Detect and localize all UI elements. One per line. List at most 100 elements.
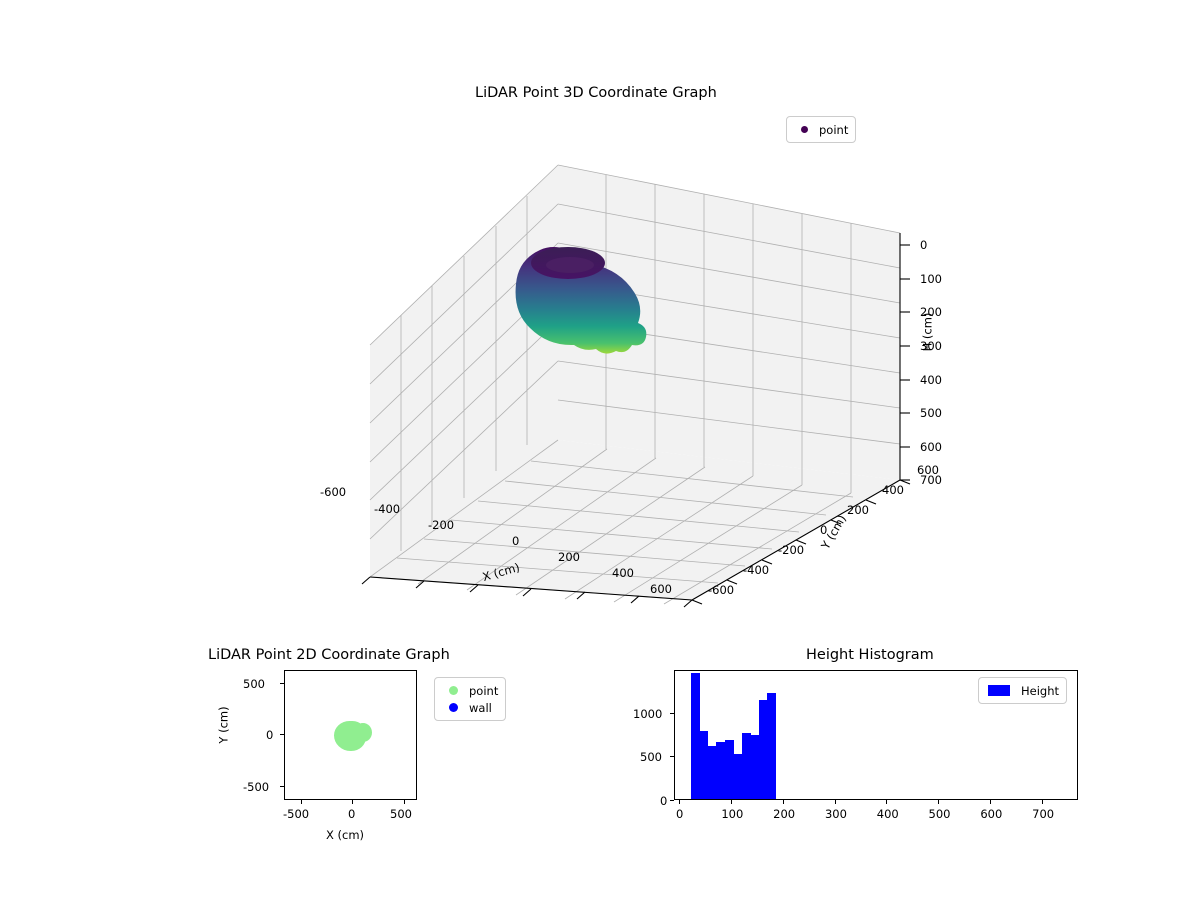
legend-label: point: [469, 683, 499, 698]
x-tick-mark-hist: [679, 800, 681, 804]
y-tick-mark-2d: [280, 786, 284, 787]
x-axis-ticks-3d: [361, 576, 693, 608]
y-tick-mark-hist: [670, 713, 674, 714]
y-tick-hist: 0: [660, 794, 668, 808]
z-tick-3d: 0: [920, 238, 928, 252]
axes-3d[interactable]: -600 -400 -200 0 200 400 600 -600 -400 -…: [300, 140, 960, 640]
y-axis-ticks-3d: [691, 479, 911, 605]
x-tick-3d: -200: [428, 518, 455, 532]
x-tick-2d: 500: [390, 807, 412, 821]
legend-item-wall[interactable]: wall: [442, 699, 498, 716]
z-tick-3d: 700: [920, 473, 942, 487]
histogram-bar: [724, 739, 734, 799]
histogram-bars: [675, 671, 1077, 799]
x-tick-3d: 200: [558, 550, 580, 564]
histogram-bar: [716, 742, 726, 799]
x-tick-mark-hist: [1041, 800, 1043, 804]
point-cloud-2d-lobe: [354, 723, 372, 742]
legend-item-height[interactable]: Height: [986, 682, 1059, 699]
y-tick-3d: 400: [882, 483, 904, 497]
z-tick-3d: 100: [920, 272, 942, 286]
point-cloud-rim-inner: [546, 257, 594, 273]
legend-item-point[interactable]: point: [794, 121, 848, 138]
x-tick-hist: 0: [675, 807, 684, 821]
y-tick-mark-hist: [670, 756, 674, 757]
histogram-bar: [758, 699, 768, 799]
y-tick-hist: 500: [640, 750, 662, 764]
z-axis-ticks-3d: [900, 244, 910, 481]
x-tick-3d: 400: [612, 566, 634, 580]
z-axis-label-3d: H (cm): [920, 312, 935, 352]
panel-3d-legend[interactable]: point: [786, 116, 857, 143]
x-tick-2d: 0: [348, 807, 356, 821]
x-tick-2d: -500: [283, 807, 310, 821]
z-tick-3d: 200: [920, 305, 942, 319]
x-tick-mark-hist: [834, 800, 836, 804]
legend-item-point[interactable]: point: [442, 682, 498, 699]
axes-2d[interactable]: [284, 670, 417, 800]
x-axis-label-2d: X (cm): [326, 828, 365, 842]
y-tick-2d: -500: [243, 780, 270, 794]
axes-3d-canvas: [361, 164, 911, 608]
legend-label: wall: [469, 700, 492, 715]
panel-3d-title: LiDAR Point 3D Coordinate Graph: [475, 85, 717, 101]
panel-hist-title: Height Histogram: [806, 647, 934, 663]
x-tick-3d: 0: [512, 534, 520, 548]
x-tick-mark-2d: [352, 800, 353, 804]
z-tick-3d: 500: [920, 406, 942, 420]
height-patch-icon: [988, 685, 1010, 696]
y-tick-3d: 0: [820, 523, 828, 537]
legend-label: Height: [1021, 683, 1060, 698]
x-tick-3d: -400: [374, 502, 401, 516]
y-tick-hist: 1000: [633, 707, 663, 721]
histogram-bar: [707, 745, 717, 799]
z-tick-3d: 600: [920, 440, 942, 454]
grid-back: [557, 164, 901, 493]
x-tick-hist: 600: [980, 807, 1003, 821]
x-tick-hist: 700: [1032, 807, 1055, 821]
y-tick-mark-2d: [280, 683, 284, 684]
x-tick-3d: -600: [320, 485, 347, 499]
y-tick-2d: 0: [266, 728, 274, 742]
x-tick-mark-hist: [938, 800, 940, 804]
y-tick-3d: -200: [778, 543, 805, 557]
x-tick-hist: 300: [824, 807, 847, 821]
x-tick-mark-hist: [989, 800, 991, 804]
panel-2d-title: LiDAR Point 2D Coordinate Graph: [208, 647, 450, 663]
wall-marker-icon: [449, 703, 458, 712]
x-tick-3d: 600: [650, 582, 672, 596]
x-tick-mark-2d: [404, 800, 405, 804]
point-marker-icon: [449, 686, 458, 695]
pane-back: [558, 165, 900, 480]
y-tick-mark-2d: [280, 734, 284, 735]
x-tick-hist: 100: [721, 807, 744, 821]
panel-2d-legend[interactable]: point wall: [434, 677, 507, 721]
pane-floor: [370, 440, 900, 600]
y-axis-label-2d: Y (cm): [216, 706, 231, 744]
y-tick-3d: 200: [847, 503, 869, 517]
y-tick-3d: 600: [917, 463, 939, 477]
x-tick-mark-2d: [301, 800, 302, 804]
x-tick-mark-hist: [886, 800, 888, 804]
y-tick-3d: -400: [743, 563, 770, 577]
x-tick-mark-hist: [730, 800, 732, 804]
y-tick-2d: 500: [243, 677, 265, 691]
histogram-bar: [750, 734, 760, 799]
histogram-bar: [690, 672, 700, 799]
x-tick-hist: 500: [928, 807, 951, 821]
histogram-bar: [741, 733, 751, 799]
y-tick-3d: -600: [708, 583, 735, 597]
point-marker-icon: [801, 126, 808, 133]
panel-hist-legend[interactable]: Height: [978, 677, 1068, 704]
histogram-bar: [699, 730, 709, 799]
histogram-bar: [733, 753, 743, 799]
z-tick-3d: 400: [920, 373, 942, 387]
legend-label: point: [819, 122, 849, 137]
histogram-bar: [767, 693, 777, 799]
x-tick-hist: 200: [773, 807, 796, 821]
z-tick-3d: 300: [920, 339, 942, 353]
x-tick-hist: 400: [876, 807, 899, 821]
y-tick-mark-hist: [670, 800, 674, 801]
x-tick-mark-hist: [782, 800, 784, 804]
